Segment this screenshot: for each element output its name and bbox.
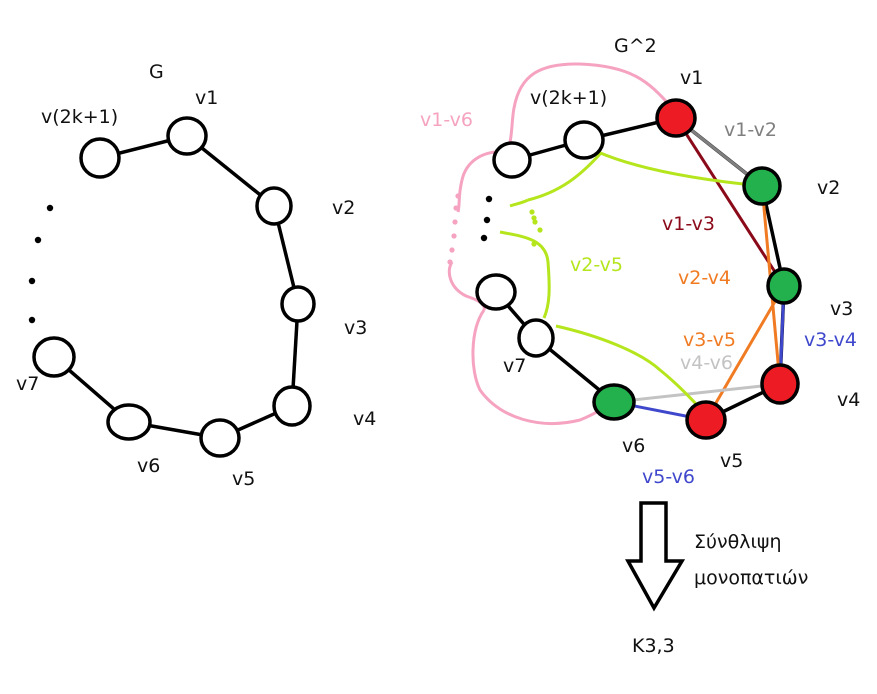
g2-node-v4 — [760, 363, 800, 405]
g-node-v4 — [272, 385, 312, 427]
g2-label-v1: v1 — [680, 67, 703, 89]
g2-edge-v1-v3 — [674, 117, 786, 287]
g2-ellipsis-dot — [480, 234, 488, 242]
g2-edge-v2-v5 — [499, 150, 763, 410]
g-node-v7 — [32, 336, 76, 378]
g-label-v2: v2 — [332, 197, 355, 219]
transform-caption-line2: μονοπατιών — [694, 567, 808, 589]
g2-label-v3: v3 — [830, 298, 853, 320]
g2-edge-v1-v6 — [447, 62, 674, 425]
g2-ellipsis-dot — [483, 216, 491, 224]
g2-edge-label-v3-v4: v3-v4 — [804, 329, 857, 351]
g-node-v3 — [280, 285, 316, 323]
g2-label-v4: v4 — [837, 389, 860, 411]
g-label-v1: v1 — [195, 87, 218, 109]
g2-node-vlast — [563, 120, 605, 160]
down-arrow-icon — [625, 501, 686, 612]
g-ellipsis-dot — [28, 316, 36, 324]
g-ellipsis-dot — [46, 204, 54, 212]
transform-section: Σύνθλιψη μονοπατιών K3,3 — [625, 501, 808, 657]
g2-edge-label-v1-v3: v1-v3 — [662, 213, 715, 235]
g-label-vlast: v(2k+1) — [41, 106, 118, 128]
g2-edge-label-v1-v2: v1-v2 — [724, 119, 777, 141]
g2-edge-label-v1-v6: v1-v6 — [420, 109, 473, 131]
g2-edge-label-v4-v6: v4-v6 — [680, 352, 733, 374]
g2-node-v3 — [766, 267, 802, 305]
g-ellipsis-dot — [28, 277, 36, 285]
g2-label-v2: v2 — [817, 177, 840, 199]
g2-node-upper-ellipsis — [492, 141, 532, 179]
g2-label-v5: v5 — [720, 450, 743, 472]
g2-edge-v1-v6-dotted — [447, 193, 461, 265]
g2-node-v2 — [742, 166, 782, 206]
g2-cycle-edges — [494, 116, 786, 422]
transform-caption-line1: Σύνθλιψη — [694, 531, 782, 553]
g2-node-v5 — [685, 400, 727, 440]
g-node-v1 — [166, 116, 208, 156]
g2-node-v7 — [517, 318, 555, 358]
graph-g2: G^2 v1 v(2k+1) v2 v3 v4 v5 v6 v7 v1-v6 v… — [420, 35, 860, 488]
g2-edge-v3-v5 — [704, 285, 786, 421]
g2-label-vlast: v(2k+1) — [530, 87, 607, 109]
transform-result: K3,3 — [632, 635, 675, 657]
g2-node-v6 — [592, 383, 636, 421]
g2-title: G^2 — [614, 35, 657, 57]
g2-edge-label-v3-v5: v3-v5 — [683, 329, 736, 351]
g2-node-lower-ellipsis — [475, 273, 517, 311]
g-label-v6: v6 — [137, 455, 160, 477]
g-label-v3: v3 — [344, 317, 367, 339]
graph-g: G v(2k+1) v1 v2 v3 v4 v5 v6 v7 — [16, 61, 376, 490]
g-node-v5 — [199, 418, 241, 458]
g2-edge-label-v5-v6: v5-v6 — [642, 466, 695, 488]
g-label-v7: v7 — [16, 373, 39, 395]
g-node-v2 — [255, 186, 293, 226]
g2-ellipsis-dot — [485, 195, 493, 203]
g-title: G — [149, 61, 164, 83]
g2-edge-v2-v5-dotted — [529, 209, 543, 247]
g-label-v4: v4 — [353, 408, 376, 430]
g-label-v5: v5 — [232, 468, 255, 490]
g-node-v6 — [106, 403, 152, 441]
g2-label-v6: v6 — [622, 435, 645, 457]
g-ellipsis-dot — [34, 236, 42, 244]
g2-edge-label-v2-v5: v2-v5 — [570, 254, 623, 276]
g2-node-v1 — [655, 98, 697, 138]
g-node-vlast — [79, 137, 121, 179]
g2-edge-label-v2-v4: v2-v4 — [678, 267, 731, 289]
graph-g-edges — [52, 134, 300, 440]
g2-label-v7: v7 — [503, 355, 526, 377]
g2-edge-v4-v6 — [613, 382, 781, 404]
